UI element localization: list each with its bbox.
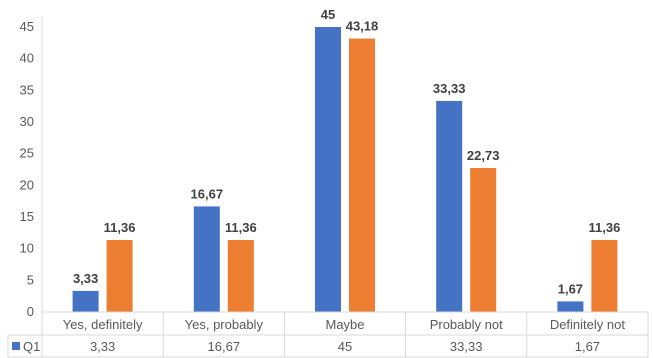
bar-series-2-3 — [470, 168, 497, 312]
data-label: 1,67 — [558, 281, 583, 296]
bar-series-1-2 — [315, 27, 341, 312]
y-axis: 0 5 10 15 20 25 30 35 40 45 — [20, 17, 43, 319]
y-tick-label: 10 — [20, 241, 34, 256]
bar-series-1-4 — [557, 301, 584, 312]
table-cell: 16,67 — [208, 339, 241, 354]
category-label: Maybe — [325, 317, 364, 332]
y-tick-label: 0 — [27, 304, 34, 319]
table-cell: 33,33 — [450, 339, 483, 354]
y-tick-label: 20 — [20, 177, 34, 192]
table-cell: 3,33 — [90, 339, 115, 354]
y-tick-label: 5 — [27, 272, 34, 287]
data-label: 22,73 — [467, 148, 500, 163]
data-label: 33,33 — [433, 81, 466, 96]
data-table: Yes, definitely Yes, probably Maybe Probabl… — [7, 311, 649, 358]
bar-series-1-0 — [72, 290, 99, 312]
bar-series-2-1 — [227, 240, 254, 312]
bars — [72, 27, 618, 312]
bar-series-1-3 — [436, 100, 463, 312]
y-tick-label: 40 — [20, 51, 34, 66]
y-tick-label: 25 — [20, 146, 34, 161]
data-label: 3,33 — [73, 271, 98, 286]
category-label: Yes, definitely — [63, 317, 143, 332]
category-label: Probably not — [430, 317, 503, 332]
data-label: 11,36 — [588, 220, 620, 235]
data-label: 11,36 — [225, 220, 257, 235]
table-row-label: Q1 — [23, 339, 40, 354]
y-tick-label: 45 — [20, 19, 34, 34]
data-labels: 3,33 16,67 45 33,33 1,67 11,36 11,36 43,18 22,73… — [73, 7, 620, 296]
y-tick-label: 35 — [20, 82, 34, 97]
data-label: 16,67 — [191, 186, 224, 201]
bar-series-2-0 — [106, 240, 133, 312]
legend-swatch — [12, 342, 20, 350]
data-label: 11,36 — [104, 220, 136, 235]
y-tick-label: 30 — [20, 114, 34, 129]
data-label: 45 — [321, 7, 335, 22]
category-label: Definitely not — [550, 317, 626, 332]
table-cell: 45 — [338, 339, 352, 354]
data-label: 43,18 — [346, 19, 379, 34]
y-tick-label: 15 — [20, 209, 34, 224]
bar-series-2-4 — [591, 240, 618, 312]
bar-series-2-2 — [349, 38, 375, 312]
table-cell: 1,67 — [575, 339, 600, 354]
category-label: Yes, probably — [185, 317, 264, 332]
bar-series-1-1 — [193, 206, 220, 312]
